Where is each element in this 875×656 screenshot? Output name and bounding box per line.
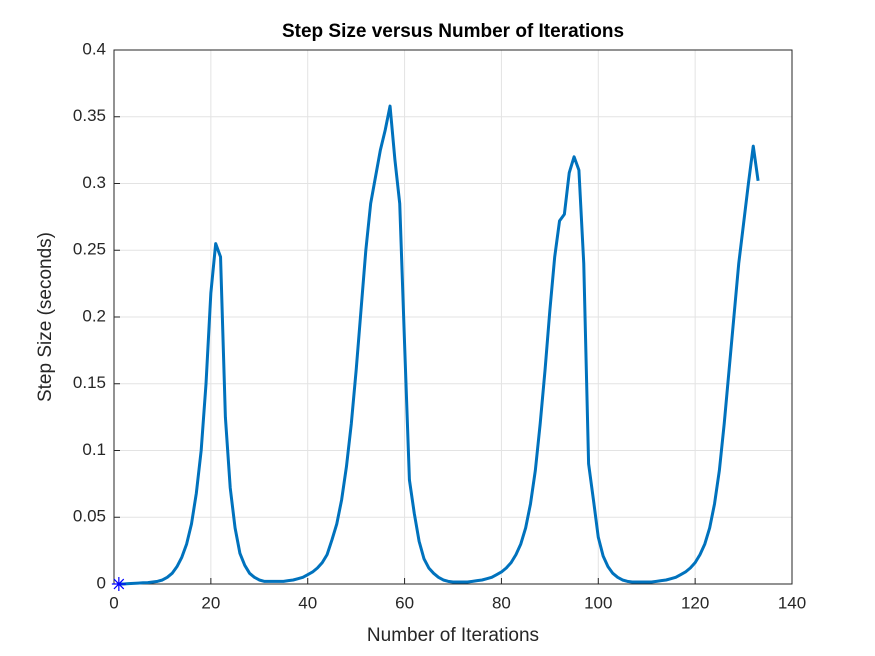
x-tick-label: 80 (492, 593, 511, 612)
y-tick-label: 0.4 (82, 39, 106, 58)
plot-frame (113, 49, 793, 585)
y-tick-label: 0.15 (73, 373, 106, 392)
x-tick-label: 20 (201, 593, 220, 612)
y-tick-label: 0.3 (82, 173, 106, 192)
point-marker (111, 577, 126, 591)
x-tick-label: 120 (681, 593, 709, 612)
y-tick-label: 0.1 (82, 440, 106, 459)
x-tick-label: 140 (778, 593, 806, 612)
x-tick-label: 100 (584, 593, 612, 612)
data-line (118, 104, 760, 586)
x-tick-label: 60 (395, 593, 414, 612)
x-tick-label: 40 (298, 593, 317, 612)
y-tick-label: 0.2 (82, 306, 106, 325)
y-tick-label: 0.35 (73, 106, 106, 125)
x-axis-label: Number of Iterations (367, 625, 539, 646)
y-tick-label: 0 (97, 573, 106, 592)
x-tick-label: 0 (109, 593, 118, 612)
chart-title: Step Size versus Number of Iterations (282, 21, 624, 42)
y-tick-label: 0.25 (73, 240, 106, 259)
y-tick-label: 0.05 (73, 507, 106, 526)
y-axis-label: Step Size (seconds) (35, 232, 56, 402)
